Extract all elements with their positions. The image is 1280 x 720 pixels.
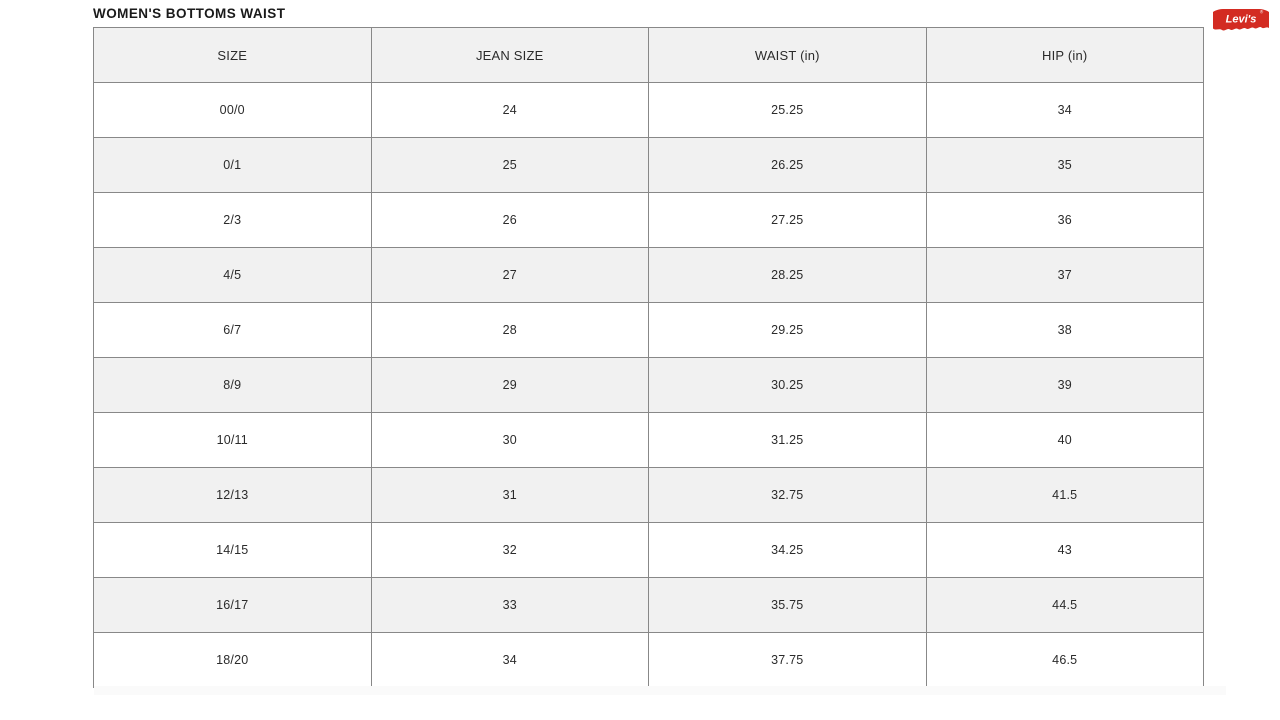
page-title: WOMEN'S BOTTOMS WAIST <box>93 6 286 21</box>
cell-jean-size: 24 <box>370 82 649 138</box>
cell-size: 14/15 <box>93 522 372 578</box>
cell-size: 2/3 <box>93 192 372 248</box>
cell-size: 12/13 <box>93 467 372 523</box>
cell-jean-size: 27 <box>370 247 649 303</box>
cell-size: 0/1 <box>93 137 372 193</box>
cell-waist: 37.75 <box>648 632 927 688</box>
table-body: 00/0 24 25.25 34 0/1 25 26.25 35 2/3 26 … <box>93 82 1204 688</box>
cell-waist: 29.25 <box>648 302 927 358</box>
column-header-jean-size: JEAN SIZE <box>370 27 649 83</box>
table-header: SIZE JEAN SIZE WAIST (in) HIP (in) <box>93 27 1204 83</box>
cell-hip: 43 <box>925 522 1204 578</box>
cell-waist: 27.25 <box>648 192 927 248</box>
cell-hip: 38 <box>925 302 1204 358</box>
table-row: 00/0 24 25.25 34 <box>93 82 1204 138</box>
panel-under-band <box>94 686 1226 695</box>
cell-hip: 35 <box>925 137 1204 193</box>
cell-size: 8/9 <box>93 357 372 413</box>
table-row: 16/17 33 35.75 44.5 <box>93 577 1204 633</box>
cell-waist: 28.25 <box>648 247 927 303</box>
column-header-hip: HIP (in) <box>925 27 1204 83</box>
cell-waist: 25.25 <box>648 82 927 138</box>
cell-hip: 44.5 <box>925 577 1204 633</box>
cell-hip: 40 <box>925 412 1204 468</box>
cell-jean-size: 28 <box>370 302 649 358</box>
column-header-waist: WAIST (in) <box>648 27 927 83</box>
cell-waist: 26.25 <box>648 137 927 193</box>
svg-text:Levi's: Levi's <box>1226 14 1257 26</box>
column-header-size: SIZE <box>93 27 372 83</box>
cell-jean-size: 25 <box>370 137 649 193</box>
table-row: 4/5 27 28.25 37 <box>93 247 1204 303</box>
cell-jean-size: 34 <box>370 632 649 688</box>
cell-jean-size: 31 <box>370 467 649 523</box>
cell-size: 16/17 <box>93 577 372 633</box>
cell-size: 18/20 <box>93 632 372 688</box>
cell-waist: 31.25 <box>648 412 927 468</box>
table-row: 12/13 31 32.75 41.5 <box>93 467 1204 523</box>
cell-hip: 39 <box>925 357 1204 413</box>
table-row: 18/20 34 37.75 46.5 <box>93 632 1204 688</box>
table-header-row: SIZE JEAN SIZE WAIST (in) HIP (in) <box>93 27 1204 83</box>
size-chart-container: SIZE JEAN SIZE WAIST (in) HIP (in) 00/0 … <box>93 27 1204 688</box>
cell-hip: 36 <box>925 192 1204 248</box>
table-row: 14/15 32 34.25 43 <box>93 522 1204 578</box>
cell-hip: 37 <box>925 247 1204 303</box>
cell-waist: 35.75 <box>648 577 927 633</box>
cell-hip: 34 <box>925 82 1204 138</box>
levis-batwing-logo[interactable]: Levi's ® <box>1212 6 1270 40</box>
cell-jean-size: 29 <box>370 357 649 413</box>
cell-size: 4/5 <box>93 247 372 303</box>
cell-jean-size: 32 <box>370 522 649 578</box>
cell-hip: 41.5 <box>925 467 1204 523</box>
cell-waist: 34.25 <box>648 522 927 578</box>
cell-size: 00/0 <box>93 82 372 138</box>
cell-size: 10/11 <box>93 412 372 468</box>
cell-jean-size: 33 <box>370 577 649 633</box>
table-row: 0/1 25 26.25 35 <box>93 137 1204 193</box>
cell-waist: 32.75 <box>648 467 927 523</box>
cell-jean-size: 30 <box>370 412 649 468</box>
cell-size: 6/7 <box>93 302 372 358</box>
table-row: 10/11 30 31.25 40 <box>93 412 1204 468</box>
cell-jean-size: 26 <box>370 192 649 248</box>
size-chart-table: SIZE JEAN SIZE WAIST (in) HIP (in) 00/0 … <box>93 27 1204 688</box>
table-row: 6/7 28 29.25 38 <box>93 302 1204 358</box>
svg-text:®: ® <box>1260 9 1264 15</box>
cell-waist: 30.25 <box>648 357 927 413</box>
table-row: 8/9 29 30.25 39 <box>93 357 1204 413</box>
table-row: 2/3 26 27.25 36 <box>93 192 1204 248</box>
cell-hip: 46.5 <box>925 632 1204 688</box>
